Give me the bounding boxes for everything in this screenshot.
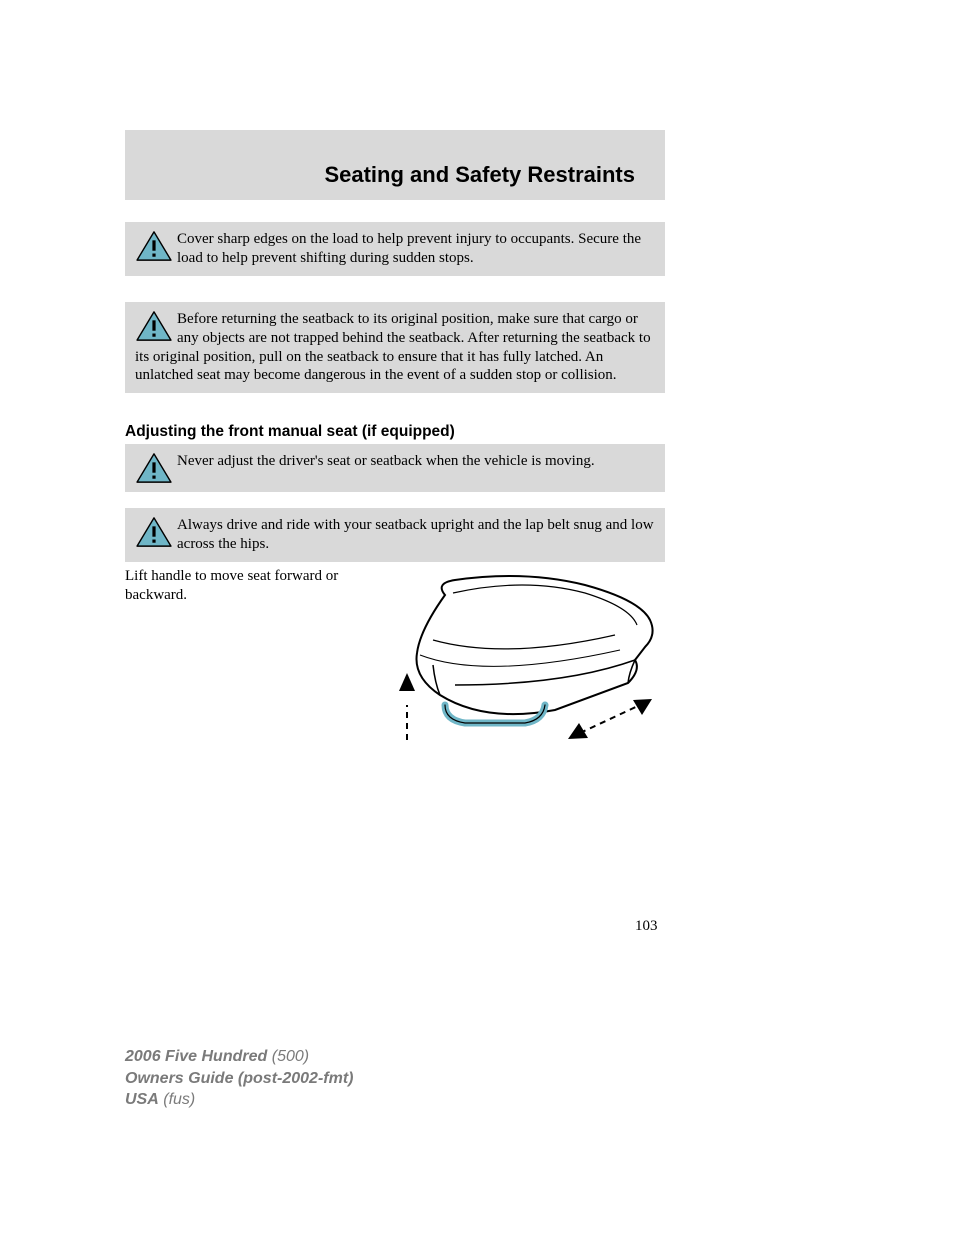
page-number: 103 [635,918,658,935]
footer-metadata: 2006 Five Hundred (500) Owners Guide (po… [125,1046,353,1111]
footer-guide: Owners Guide (post-2002-fmt) [125,1070,353,1087]
warning-text: Before returning the seatback to its ori… [135,311,651,383]
footer-region-code: (fus) [163,1091,195,1108]
warning-icon [135,310,173,342]
footer-line-3: USA (fus) [125,1089,353,1111]
page-header: Seating and Safety Restraints [125,130,665,200]
footer-model: 2006 Five Hundred [125,1048,267,1065]
seat-adjustment-figure [385,565,665,755]
warning-text: Cover sharp edges on the load to help pr… [177,231,641,266]
warning-box-sharp-edges: Cover sharp edges on the load to help pr… [125,222,665,276]
section-heading-adjusting-seat: Adjusting the front manual seat (if equi… [125,423,455,441]
warning-icon [135,452,173,484]
warning-text: Always drive and ride with your seatback… [177,517,654,552]
footer-line-1: 2006 Five Hundred (500) [125,1046,353,1068]
warning-icon [135,230,173,262]
warning-icon [135,516,173,548]
body-text-lift-handle: Lift handle to move seat forward or back… [125,567,385,605]
warning-box-seatback-latch: Before returning the seatback to its ori… [125,302,665,393]
footer-line-2: Owners Guide (post-2002-fmt) [125,1068,353,1090]
footer-region: USA [125,1091,159,1108]
page-title: Seating and Safety Restraints [324,162,635,188]
warning-text: Never adjust the driver's seat or seatba… [177,453,595,469]
warning-box-never-adjust: Never adjust the driver's seat or seatba… [125,444,665,492]
footer-model-code: (500) [272,1048,309,1065]
warning-box-upright: Always drive and ride with your seatback… [125,508,665,562]
